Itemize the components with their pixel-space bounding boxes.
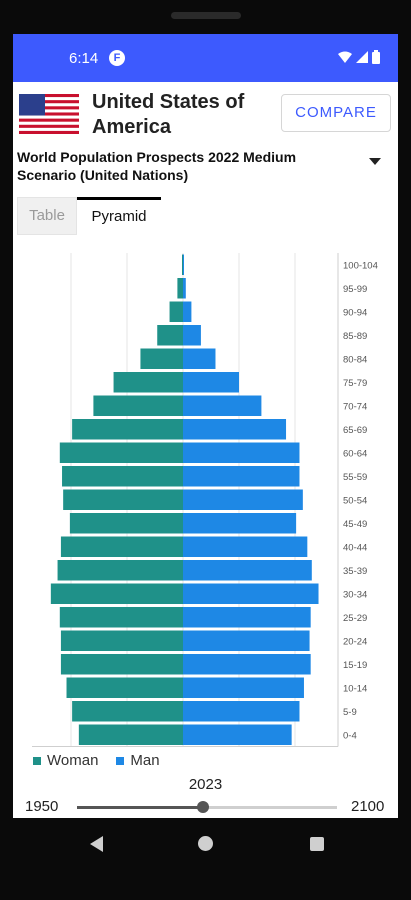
bar-woman-65-69 bbox=[72, 419, 183, 440]
age-group-label: 45-49 bbox=[343, 519, 367, 530]
tab-pyramid[interactable]: Pyramid bbox=[77, 197, 161, 235]
age-group-label: 80-84 bbox=[343, 354, 367, 365]
navigation-bar bbox=[0, 818, 411, 870]
legend-swatch-man bbox=[116, 756, 125, 765]
age-group-label: 5-9 bbox=[343, 707, 357, 718]
bar-woman-100-104 bbox=[182, 254, 183, 275]
bar-woman-30-34 bbox=[50, 583, 184, 604]
bar-man-0-4 bbox=[183, 724, 292, 745]
notification-badge-icon: F bbox=[109, 50, 125, 66]
age-group-label: 20-24 bbox=[343, 636, 367, 647]
bar-man-55-59 bbox=[183, 466, 300, 487]
bar-man-75-79 bbox=[183, 372, 239, 393]
bar-woman-50-54 bbox=[63, 489, 183, 510]
year-slider-thumb[interactable] bbox=[197, 801, 210, 813]
bar-woman-20-24 bbox=[60, 630, 183, 651]
legend-label-woman: Woman bbox=[47, 752, 99, 769]
home-icon[interactable] bbox=[198, 836, 213, 851]
legend-label-man: Man bbox=[130, 752, 160, 769]
bar-man-90-94 bbox=[183, 301, 192, 322]
status-time: 6:14 bbox=[69, 50, 99, 67]
age-group-label: 15-19 bbox=[343, 660, 367, 671]
legend-item-woman: Woman bbox=[33, 752, 98, 769]
bar-woman-85-89 bbox=[157, 325, 183, 346]
battery-icon bbox=[372, 50, 380, 64]
age-group-label: 30-34 bbox=[343, 589, 367, 600]
bar-man-70-74 bbox=[183, 395, 262, 416]
bar-woman-0-4 bbox=[78, 724, 183, 745]
status-icons bbox=[338, 50, 380, 64]
population-pyramid-chart: 100-104 95-99 90-94 85-89 80-84 75-79 70-74 65-… bbox=[32, 253, 378, 747]
age-group-label: 75-79 bbox=[343, 378, 367, 389]
bar-woman-95-99 bbox=[177, 278, 183, 299]
age-group-label: 70-74 bbox=[343, 401, 367, 412]
bar-woman-60-64 bbox=[59, 442, 183, 463]
bar-man-40-44 bbox=[183, 536, 308, 557]
dataset-selector-label[interactable]: World Population Prospects 2022 Medium S… bbox=[17, 149, 297, 183]
bar-woman-25-29 bbox=[59, 607, 183, 628]
cellular-signal-icon bbox=[356, 51, 368, 63]
bar-man-25-29 bbox=[183, 607, 311, 628]
bar-man-100-104 bbox=[183, 254, 184, 275]
chevron-down-icon[interactable] bbox=[369, 158, 381, 165]
age-group-label: 50-54 bbox=[343, 495, 367, 506]
bar-man-45-49 bbox=[183, 513, 297, 534]
bar-man-50-54 bbox=[183, 489, 303, 510]
us-flag-icon bbox=[19, 94, 79, 134]
bar-woman-75-79 bbox=[113, 372, 183, 393]
bar-man-35-39 bbox=[183, 560, 312, 581]
bar-woman-90-94 bbox=[169, 301, 183, 322]
bar-woman-15-19 bbox=[60, 654, 183, 675]
bar-woman-80-84 bbox=[140, 348, 183, 369]
bar-man-65-69 bbox=[183, 419, 287, 440]
bar-woman-70-74 bbox=[93, 395, 183, 416]
country-title: United States of America bbox=[92, 91, 245, 138]
bar-woman-35-39 bbox=[57, 560, 184, 581]
age-group-label: 100-104 bbox=[343, 260, 378, 271]
bar-woman-5-9 bbox=[72, 701, 183, 722]
age-group-label: 25-29 bbox=[343, 613, 367, 624]
app-screen: United States of America COMPARE World P… bbox=[13, 82, 398, 818]
bar-woman-45-49 bbox=[69, 513, 183, 534]
year-min-label: 1950 bbox=[25, 798, 59, 815]
speaker-grille bbox=[171, 12, 241, 19]
age-group-label: 85-89 bbox=[343, 331, 367, 342]
bar-man-20-24 bbox=[183, 630, 310, 651]
wifi-icon bbox=[338, 51, 352, 63]
bar-man-5-9 bbox=[183, 701, 300, 722]
bar-man-30-34 bbox=[183, 583, 319, 604]
phone-bezel-top bbox=[0, 0, 411, 34]
bar-man-60-64 bbox=[183, 442, 300, 463]
legend-item-man: Man bbox=[116, 752, 160, 769]
year-max-label: 2100 bbox=[351, 798, 385, 815]
bar-man-15-19 bbox=[183, 654, 311, 675]
bar-woman-40-44 bbox=[60, 536, 183, 557]
age-group-label: 55-59 bbox=[343, 472, 367, 483]
age-group-label: 10-14 bbox=[343, 683, 367, 694]
age-group-label: 60-64 bbox=[343, 448, 367, 459]
status-bar: 6:14 F bbox=[13, 34, 398, 82]
chart-legend: Woman Man bbox=[33, 752, 160, 769]
age-group-label: 35-39 bbox=[343, 566, 367, 577]
year-slider-fill bbox=[77, 806, 204, 809]
age-group-label: 65-69 bbox=[343, 425, 367, 436]
back-icon[interactable] bbox=[90, 836, 103, 852]
recent-apps-icon[interactable] bbox=[310, 837, 324, 851]
bar-woman-10-14 bbox=[66, 677, 183, 698]
bar-man-85-89 bbox=[183, 325, 201, 346]
current-year: 2023 bbox=[188, 776, 223, 793]
compare-button[interactable]: COMPARE bbox=[281, 94, 391, 132]
legend-swatch-woman bbox=[33, 756, 41, 765]
age-group-label: 95-99 bbox=[343, 284, 367, 295]
age-group-label: 0-4 bbox=[343, 730, 357, 741]
age-group-label: 40-44 bbox=[343, 542, 367, 553]
age-group-label: 90-94 bbox=[343, 307, 367, 318]
bar-man-10-14 bbox=[183, 677, 304, 698]
bar-man-95-99 bbox=[183, 278, 186, 299]
bar-man-80-84 bbox=[183, 348, 216, 369]
bar-woman-55-59 bbox=[62, 466, 183, 487]
tab-table[interactable]: Table bbox=[17, 197, 77, 235]
year-slider[interactable] bbox=[77, 801, 337, 813]
